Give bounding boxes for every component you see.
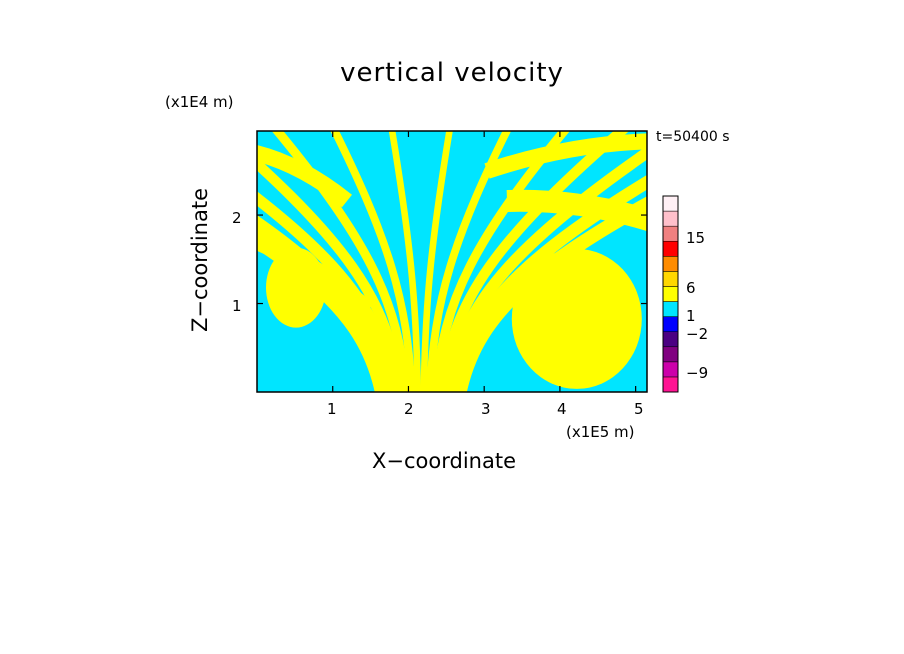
plot-frame xyxy=(256,130,648,393)
wave-band xyxy=(436,131,630,392)
colorbar-label: 15 xyxy=(686,229,706,247)
wave-band xyxy=(271,131,411,392)
wave-band xyxy=(447,174,647,392)
colorbar-swatch xyxy=(662,346,679,363)
y-tick-label: 2 xyxy=(232,209,242,227)
x-tick-label: 5 xyxy=(634,400,644,418)
colorbar-label: 1 xyxy=(686,307,696,325)
colorbar xyxy=(662,195,679,393)
x-unit-label: (x1E5 m) xyxy=(566,423,635,441)
colorbar-swatch xyxy=(662,256,679,272)
colorbar-label: −9 xyxy=(686,364,709,382)
wave-band xyxy=(420,131,453,392)
x-tick-label: 2 xyxy=(404,400,414,418)
positive-region xyxy=(266,247,326,328)
x-axis-label: X−coordinate xyxy=(372,449,516,473)
colorbar-swatch xyxy=(662,316,679,332)
field-blobs xyxy=(266,247,642,389)
colorbar-label: 6 xyxy=(686,279,696,297)
y-unit-label: (x1E4 m) xyxy=(165,93,234,111)
wave-band xyxy=(484,133,647,179)
wave-band xyxy=(442,145,647,392)
colorbar-swatch xyxy=(662,195,679,212)
positive-region xyxy=(511,248,642,389)
chart-title: vertical velocity xyxy=(340,58,564,88)
wave-band xyxy=(257,156,405,392)
y-tick-label: 1 xyxy=(232,297,242,315)
wave-band xyxy=(425,131,512,392)
colorbar-frame xyxy=(662,195,679,393)
colorbar-swatch xyxy=(662,210,679,227)
x-tick-label: 4 xyxy=(557,400,567,418)
wave-band xyxy=(330,131,416,392)
x-tick-label: 3 xyxy=(481,400,491,418)
colorbar-swatch xyxy=(662,331,679,348)
colorbar-swatch xyxy=(662,376,679,393)
x-tick-label: 1 xyxy=(327,400,337,418)
colorbar-swatch xyxy=(662,361,679,378)
axis-ticks xyxy=(257,131,647,392)
time-label: t=50400 s xyxy=(656,129,730,145)
wave-band xyxy=(388,131,422,392)
colorbar-swatch xyxy=(662,225,679,242)
colorbar-swatch xyxy=(662,240,679,257)
wave-band xyxy=(506,189,647,232)
colorbar-label: −2 xyxy=(686,325,709,343)
colorbar-swatch xyxy=(662,301,679,317)
colorbar-swatch xyxy=(662,271,679,287)
field-layer xyxy=(257,131,647,392)
colorbar-swatch xyxy=(662,286,679,302)
wave-band xyxy=(257,191,400,392)
